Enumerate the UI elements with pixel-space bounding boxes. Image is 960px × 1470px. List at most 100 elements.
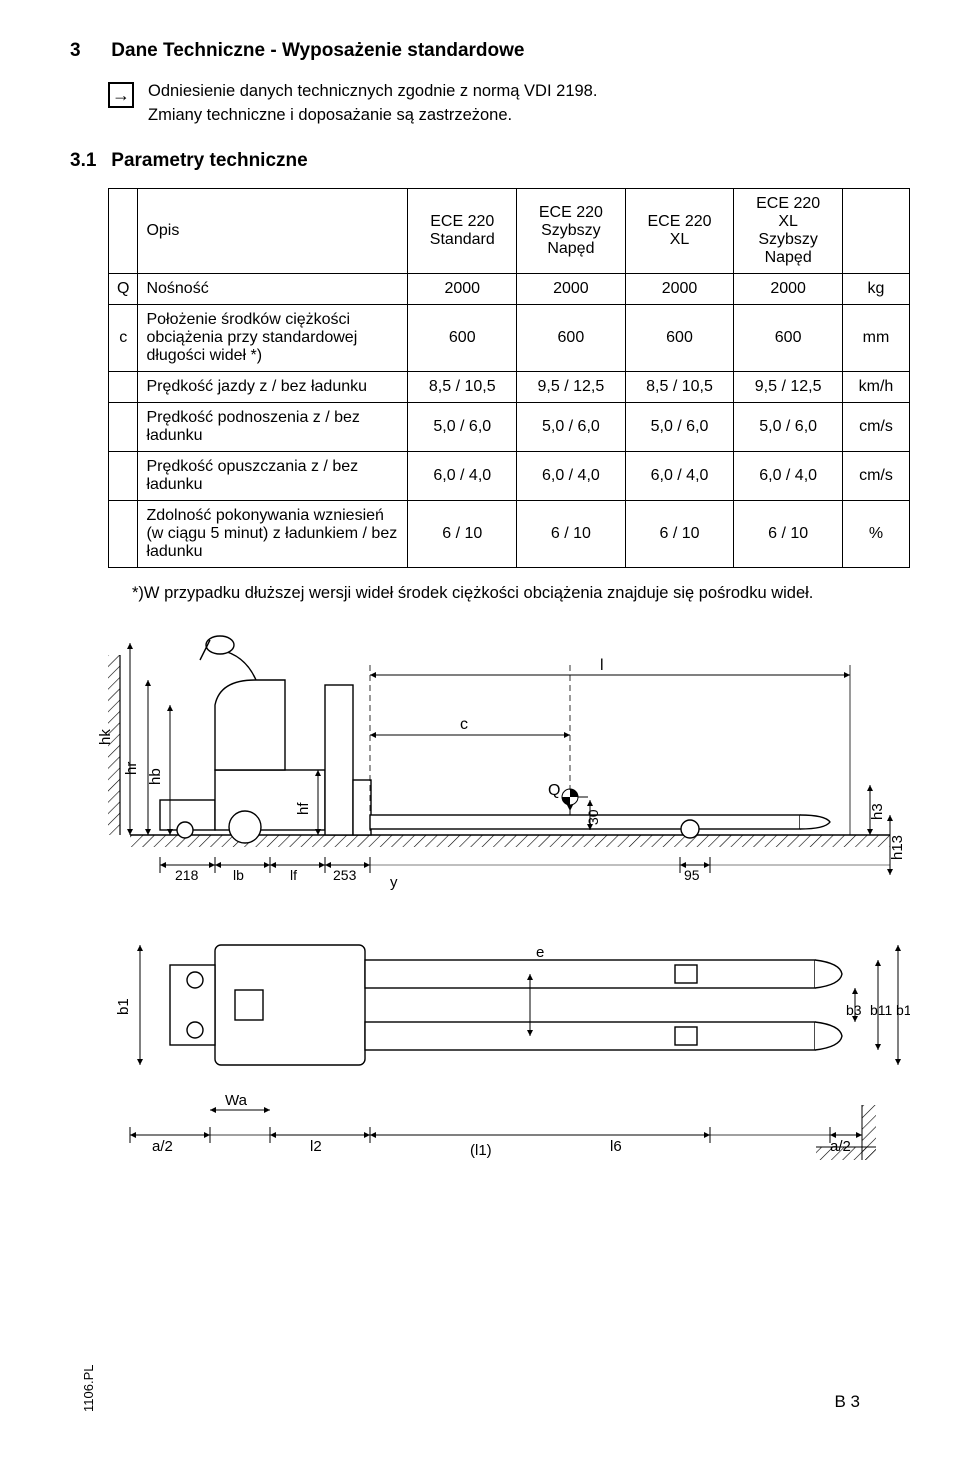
row-unit: kg [842, 273, 909, 304]
th-col-2: ECE 220 Standard [408, 188, 517, 273]
row-label: Q [109, 273, 138, 304]
label-hf: hf [295, 802, 312, 815]
th-blank-0 [109, 188, 138, 273]
technical-diagram: Q l c hk hr hb hf h3 h13 30 [70, 625, 910, 1185]
row-val: 600 [517, 304, 626, 371]
row-val: 5,0 / 6,0 [408, 402, 517, 451]
row-label [109, 402, 138, 451]
label-h13: h13 [889, 835, 906, 860]
label-Wa: Wa [225, 1092, 248, 1109]
note-line-2: Zmiany techniczne i doposażanie są zastr… [148, 106, 512, 124]
row-val: 600 [408, 304, 517, 371]
label-h3: h3 [869, 803, 886, 820]
label-30: 30 [585, 809, 601, 825]
arrow-right-icon: → [108, 82, 134, 108]
label-c: c [460, 716, 468, 733]
subsection-number: 3.1 [70, 150, 106, 172]
label-253: 253 [333, 867, 357, 883]
row-unit: mm [842, 304, 909, 371]
th-col-5: ECE 220 XL Szybszy Napęd [734, 188, 843, 273]
row-opis: Zdolność pokonywania wzniesień (w ciągu … [138, 500, 408, 567]
row-val: 5,0 / 6,0 [625, 402, 734, 451]
label-l1: (l1) [470, 1142, 492, 1159]
table-row: c Położenie środków ciężkości obciążenia… [109, 304, 910, 371]
row-val: 600 [625, 304, 734, 371]
bottom-dimline: Wa a/2 l2 (l1) l6 a/2 [130, 1092, 876, 1160]
row-label [109, 500, 138, 567]
label-b3: b3 [846, 1002, 862, 1018]
row-val: 6,0 / 4,0 [625, 451, 734, 500]
row-label [109, 371, 138, 402]
label-a2-right: a/2 [830, 1138, 851, 1155]
row-val: 8,5 / 10,5 [408, 371, 517, 402]
subsection-title: 3.1 Parametry techniczne [70, 150, 910, 172]
row-val: 6 / 10 [517, 500, 626, 567]
row-opis: Prędkość jazdy z / bez ładunku [138, 371, 408, 402]
footer-right: B 3 [834, 1392, 860, 1412]
spec-table: Opis ECE 220 Standard ECE 220 Szybszy Na… [108, 188, 910, 568]
row-val: 6,0 / 4,0 [517, 451, 626, 500]
row-val: 9,5 / 12,5 [734, 371, 843, 402]
row-val: 2000 [408, 273, 517, 304]
label-hb: hb [147, 768, 164, 785]
row-opis: Prędkość opuszczania z / bez ładunku [138, 451, 408, 500]
row-val: 9,5 / 12,5 [517, 371, 626, 402]
section-title-text: Dane Techniczne - Wyposażenie standardow… [111, 40, 524, 61]
label-l6: l6 [610, 1138, 622, 1155]
row-val: 6 / 10 [734, 500, 843, 567]
label-b11: b11 [870, 1002, 893, 1018]
label-b1: b1 [115, 998, 132, 1015]
table-row: Prędkość jazdy z / bez ładunku 8,5 / 10,… [109, 371, 910, 402]
row-unit: % [842, 500, 909, 567]
label-hr: hr [123, 762, 140, 775]
section-title: 3 Dane Techniczne - Wyposażenie standard… [70, 40, 910, 62]
row-unit: km/h [842, 371, 909, 402]
row-val: 600 [734, 304, 843, 371]
label-Q: Q [548, 782, 560, 799]
row-opis: Nośność [138, 273, 408, 304]
table-header-row: Opis ECE 220 Standard ECE 220 Szybszy Na… [109, 188, 910, 273]
row-val: 2000 [517, 273, 626, 304]
footer-left: 1106.PL [81, 1365, 96, 1412]
side-view: Q l c hk hr hb hf h3 h13 30 [97, 636, 906, 891]
note-line-1: Odniesienie danych technicznych zgodnie … [148, 82, 597, 100]
row-label [109, 451, 138, 500]
table-row: Prędkość podnoszenia z / bez ładunku 5,0… [109, 402, 910, 451]
row-val: 6 / 10 [408, 500, 517, 567]
note-block: → Odniesienie danych technicznych zgodni… [108, 80, 910, 128]
label-l: l [600, 657, 604, 674]
top-view: e b1 b3 b11 b12 [115, 944, 910, 1065]
label-e: e [536, 944, 544, 961]
label-lb: lb [233, 867, 244, 883]
label-218: 218 [175, 867, 199, 883]
label-y: y [390, 874, 398, 891]
th-col-4: ECE 220 XL [625, 188, 734, 273]
diagram-svg: Q l c hk hr hb hf h3 h13 30 [70, 625, 910, 1185]
label-hk: hk [97, 729, 114, 745]
row-label: c [109, 304, 138, 371]
label-b12: b12 [896, 1002, 910, 1018]
row-unit: cm/s [842, 402, 909, 451]
table-row: Zdolność pokonywania wzniesień (w ciągu … [109, 500, 910, 567]
row-val: 6 / 10 [625, 500, 734, 567]
row-opis: Położenie środków ciężkości obciążenia p… [138, 304, 408, 371]
row-val: 5,0 / 6,0 [517, 402, 626, 451]
note-text: Odniesienie danych technicznych zgodnie … [148, 80, 597, 128]
label-lf: lf [290, 867, 297, 883]
row-opis: Prędkość podnoszenia z / bez ładunku [138, 402, 408, 451]
subsection-title-text: Parametry techniczne [111, 150, 307, 171]
row-val: 6,0 / 4,0 [408, 451, 517, 500]
label-l2: l2 [310, 1138, 322, 1155]
th-col-3: ECE 220 Szybszy Napęd [517, 188, 626, 273]
table-row: Q Nośność 2000 2000 2000 2000 kg [109, 273, 910, 304]
th-blank-6 [842, 188, 909, 273]
row-val: 5,0 / 6,0 [734, 402, 843, 451]
row-val: 8,5 / 10,5 [625, 371, 734, 402]
section-number: 3 [70, 40, 106, 62]
row-val: 2000 [734, 273, 843, 304]
table-row: Prędkość opuszczania z / bez ładunku 6,0… [109, 451, 910, 500]
label-95: 95 [684, 867, 700, 883]
row-val: 2000 [625, 273, 734, 304]
row-unit: cm/s [842, 451, 909, 500]
label-a2-left: a/2 [152, 1138, 173, 1155]
